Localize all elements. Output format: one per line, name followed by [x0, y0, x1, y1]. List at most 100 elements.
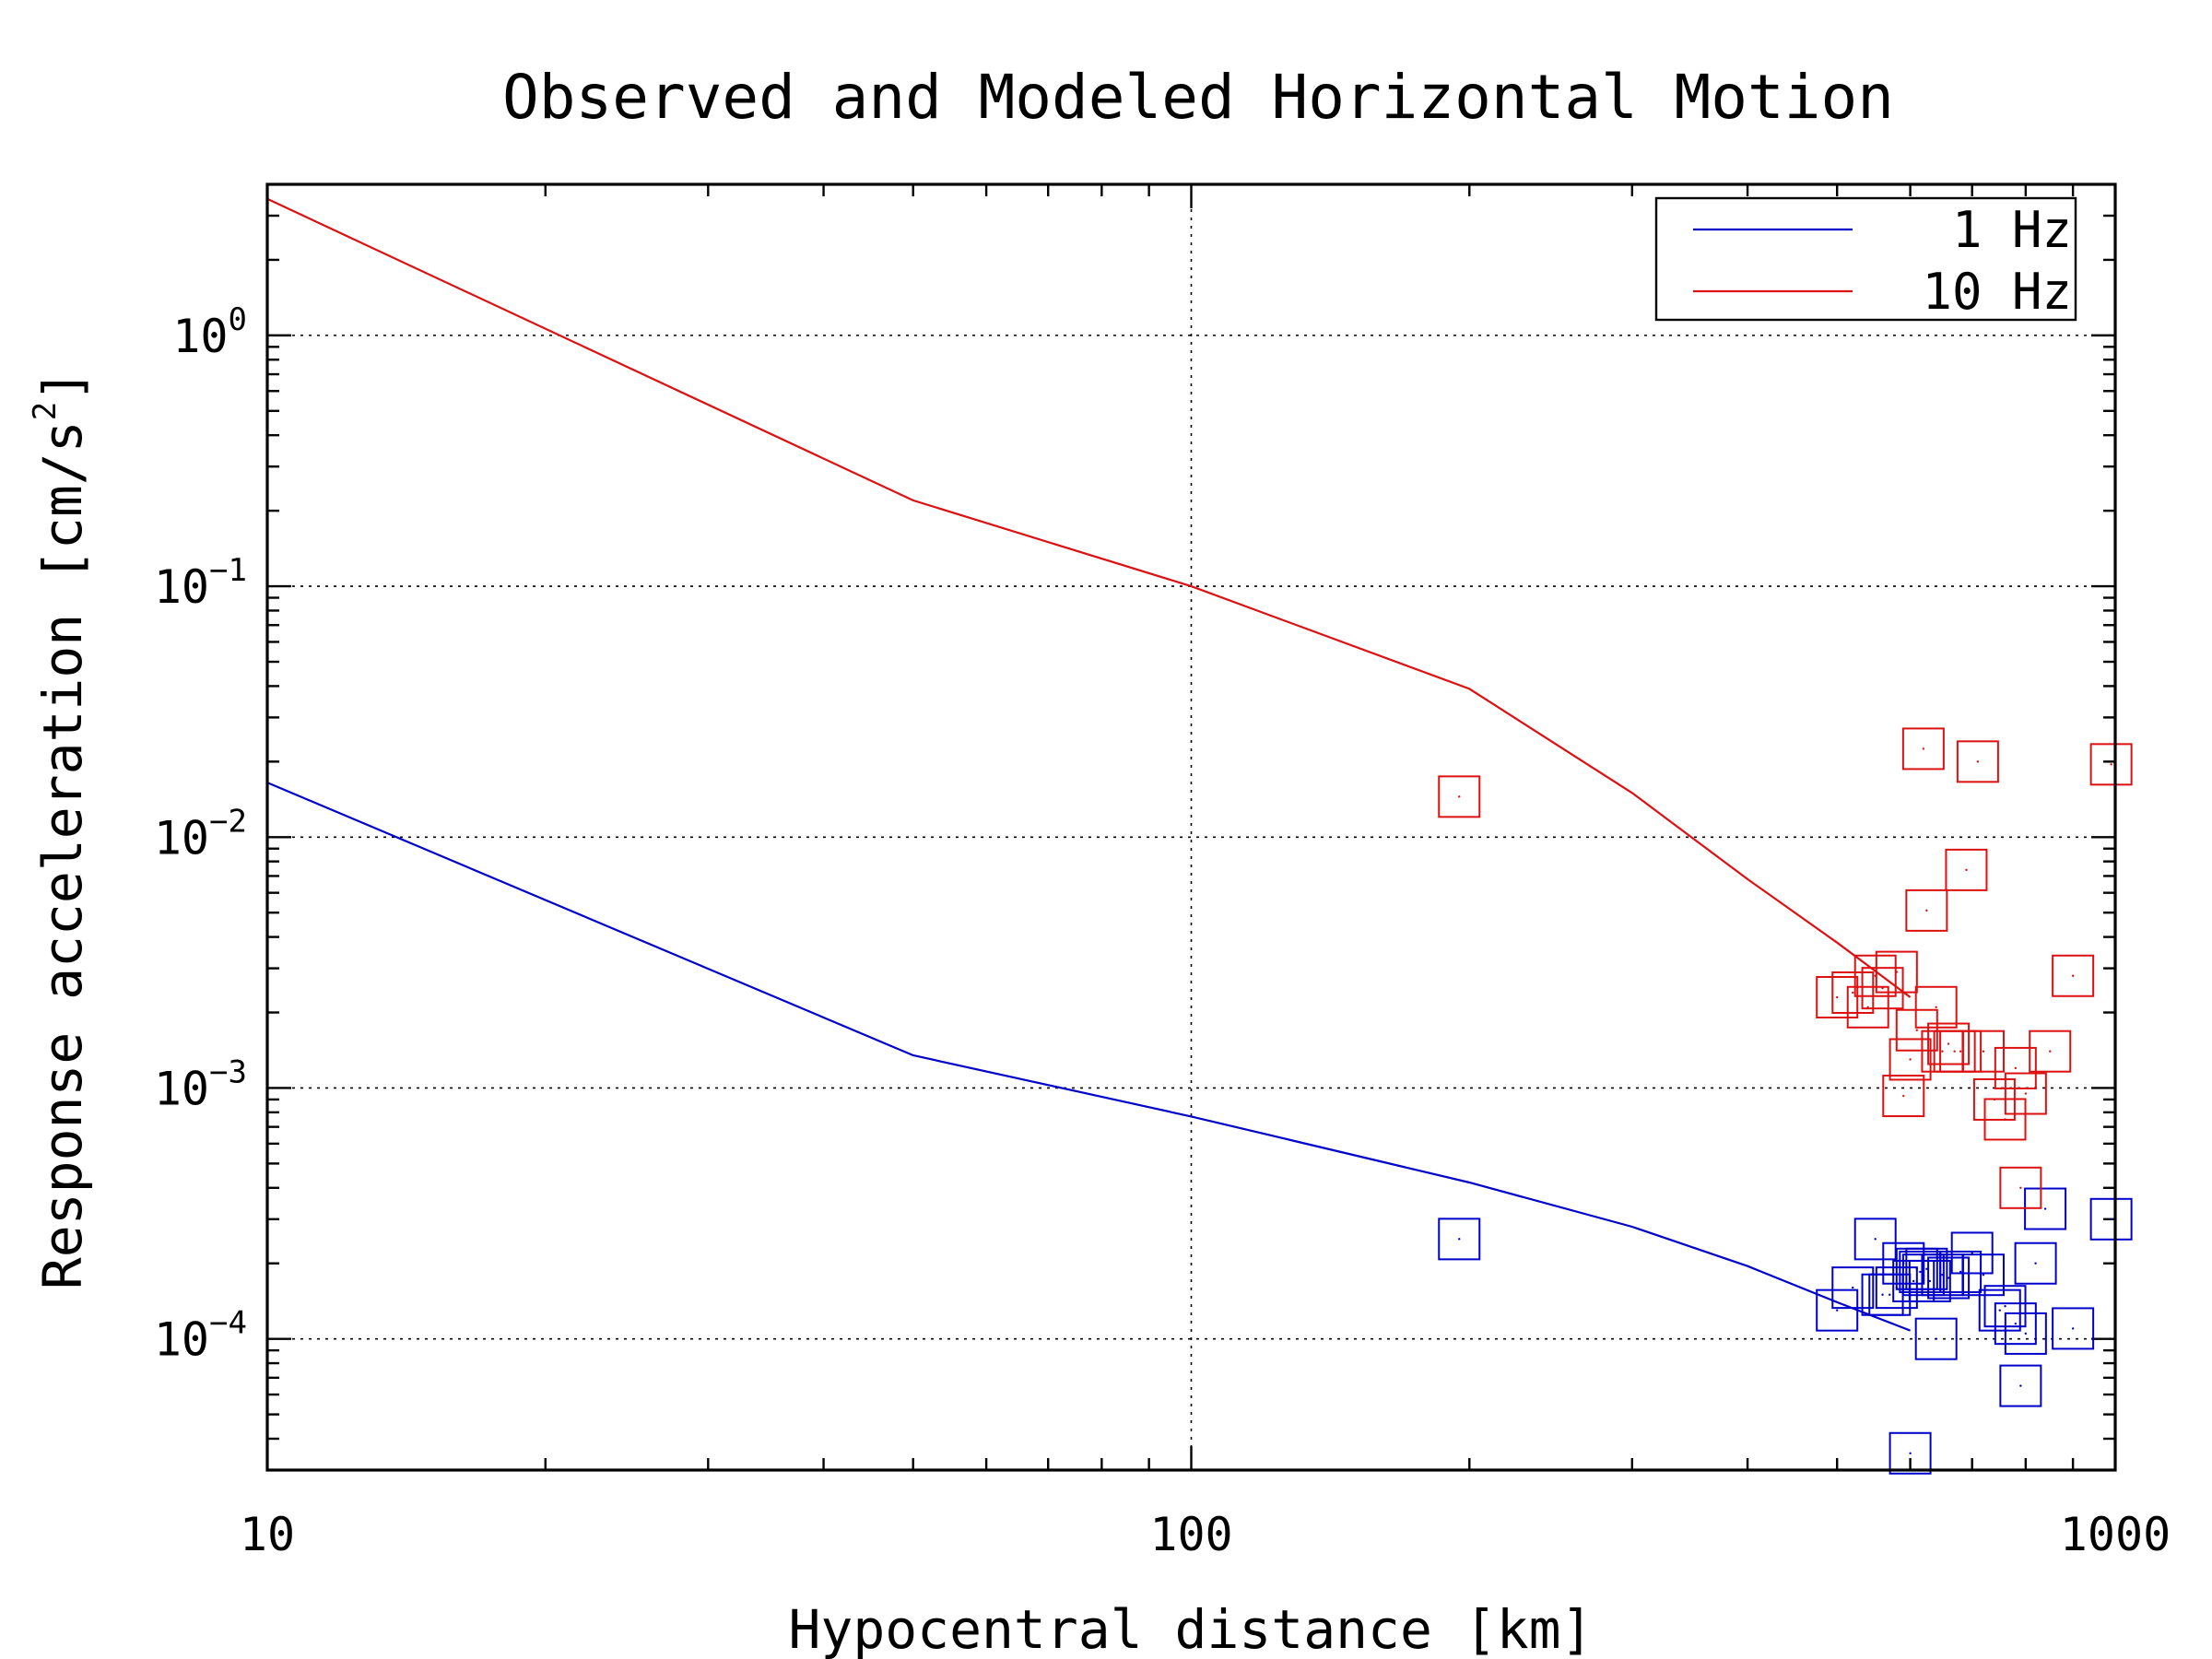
y-tick-label: 10−3	[154, 1053, 247, 1115]
x-axis-label: Hypocentral distance [km]	[789, 1598, 1594, 1659]
observed-point-center	[1836, 995, 1839, 999]
observed-point-center	[1458, 1238, 1461, 1241]
plot-series	[266, 197, 2133, 1475]
observed-point-center	[2019, 1384, 2022, 1387]
observed-point-center	[2019, 1186, 2022, 1189]
observed-point-center	[1836, 1309, 1839, 1312]
model-line-10hz	[266, 197, 1912, 998]
observed-point-center	[2004, 1304, 2006, 1308]
observed-point-10hz	[1914, 985, 1958, 1029]
observed-point-center	[1458, 795, 1461, 798]
observed-point-center	[1982, 1273, 1985, 1277]
observed-point-center	[1947, 1042, 1950, 1045]
observed-point-1hz	[1939, 1250, 1983, 1293]
observed-point-center	[2049, 1050, 2052, 1053]
observed-point-1hz	[1914, 1317, 1958, 1360]
observed-point-10hz	[1939, 1030, 1983, 1073]
observed-point-1hz	[1908, 1259, 1951, 1302]
observed-point-center	[2004, 1118, 2006, 1121]
observed-point-center	[1915, 1267, 1918, 1270]
observed-point-center	[1976, 760, 1980, 763]
plot-frame	[265, 182, 2117, 1472]
observed-point-1hz	[1905, 1247, 1948, 1290]
observed-point-1hz	[1994, 1302, 2037, 1346]
observed-point-1hz	[2014, 1241, 2057, 1285]
observed-point-center	[2024, 1092, 2028, 1095]
x-tick-labels: 10 100 1000	[240, 1508, 2171, 1561]
y-tick-label: 10−2	[154, 803, 247, 865]
observed-point-center	[2024, 1332, 2028, 1335]
y-tick-labels: 100 10−1 10−2 10−3 10−4	[154, 301, 247, 1367]
observed-point-1hz	[1961, 1253, 2005, 1297]
observed-point-10hz	[1901, 727, 1945, 771]
observed-point-10hz	[1882, 1075, 1925, 1118]
observed-point-center	[1915, 1029, 1918, 1031]
observed-point-center	[2071, 1327, 2075, 1330]
observed-point-1hz	[1816, 1288, 1859, 1332]
y-axis-label-main: Response acceleration [cm/s	[31, 420, 94, 1289]
observed-point-center	[1895, 971, 1899, 973]
grid	[267, 184, 2115, 1470]
observed-point-1hz	[2004, 1312, 2047, 1355]
y-axis-label-superscript: 2	[27, 402, 64, 420]
observed-point-center	[1902, 1094, 1905, 1098]
observed-point-10hz	[1853, 954, 1897, 997]
observed-point-center	[1909, 1452, 1912, 1454]
y-tick-label: 100	[172, 301, 247, 363]
observed-point-center	[1874, 1238, 1877, 1241]
observed-point-center	[1971, 1252, 1973, 1254]
x-tick-label: 10	[240, 1508, 295, 1561]
observed-point-center	[1852, 991, 1854, 994]
observed-point-center	[1881, 986, 1884, 990]
y-tick-label: 10−4	[154, 1305, 247, 1367]
legend-label: 1 Hz	[1952, 201, 2072, 259]
observed-point-10hz	[1875, 950, 1918, 994]
observed-point-1hz	[2089, 1197, 2133, 1241]
observed-point-center	[1941, 1050, 1944, 1053]
observed-point-center	[1998, 1309, 2001, 1312]
observed-point-1hz	[1853, 1218, 1897, 1261]
observed-point-10hz	[1888, 1038, 1932, 1081]
observed-point-10hz	[2052, 954, 2095, 997]
observed-point-10hz	[1961, 1030, 2005, 1073]
chart-title: Observed and Modeled Horizontal Motion	[502, 62, 1894, 133]
observed-point-center	[1919, 1270, 1922, 1274]
observed-point-1hz	[1999, 1364, 2042, 1407]
observed-point-center	[2043, 1207, 2047, 1210]
observed-point-10hz	[1816, 976, 1859, 1019]
observed-point-center	[1909, 1058, 1912, 1061]
observed-point-center	[1982, 1050, 1985, 1053]
observed-point-10hz	[1831, 971, 1875, 1014]
observed-point-center	[1935, 1006, 1937, 1008]
observed-point-10hz	[1905, 888, 1948, 932]
y-axis-label: Response acceleration [cm/s2]	[27, 370, 94, 1289]
observed-point-10hz	[2029, 1030, 2072, 1073]
observed-point-1hz	[1888, 1431, 1932, 1475]
model-line-1hz	[266, 782, 1911, 1332]
observed-point-center	[2034, 1262, 2037, 1265]
observed-point-center	[1852, 1286, 1854, 1289]
observed-point-10hz	[1438, 775, 1481, 818]
observed-point-center	[1912, 1279, 1915, 1283]
observed-point-center	[2014, 1066, 2018, 1070]
y-tick-label: 10−1	[154, 552, 247, 614]
observed-point-center	[1965, 868, 1968, 872]
legend-box	[1654, 196, 2077, 322]
legend-label: 10 Hz	[1922, 263, 2072, 321]
observed-point-center	[2071, 974, 2075, 977]
observed-point-center	[2110, 1218, 2112, 1221]
observed-point-1hz	[1831, 1266, 1875, 1310]
observed-point-center	[1922, 747, 1925, 750]
observed-point-1hz	[1438, 1218, 1481, 1261]
observed-point-10hz	[2089, 743, 2133, 786]
observed-point-10hz	[1999, 1166, 2042, 1209]
observed-point-center	[1947, 1277, 1950, 1279]
y-axis-label-end: ]	[31, 370, 94, 402]
observed-point-center	[1925, 909, 1928, 912]
observed-point-center	[1888, 1293, 1891, 1296]
observed-point-10hz	[1861, 967, 1904, 1010]
observed-point-center	[2110, 763, 2112, 766]
